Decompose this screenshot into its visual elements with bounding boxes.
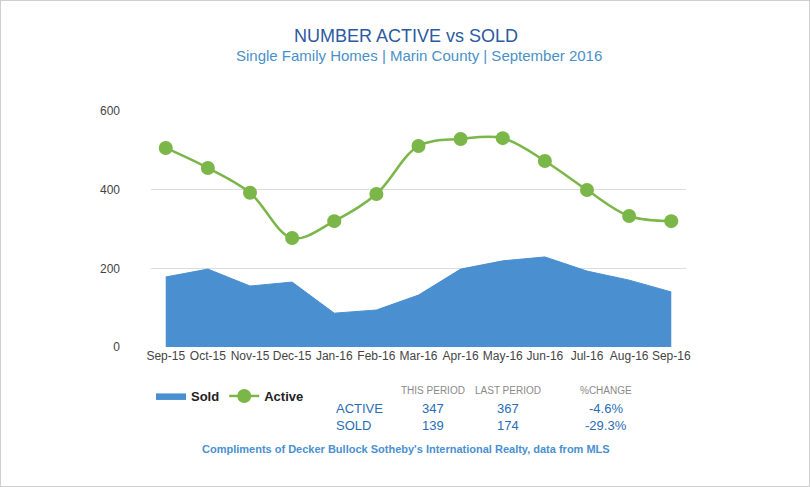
svg-text:Feb-16: Feb-16	[357, 349, 395, 363]
svg-text:Aug-16: Aug-16	[610, 349, 649, 363]
svg-text:Active: Active	[264, 389, 303, 404]
svg-text:Mar-16: Mar-16	[399, 349, 437, 363]
svg-text:Dec-15: Dec-15	[273, 349, 312, 363]
svg-text:Sold: Sold	[191, 389, 219, 404]
svg-text:139: 139	[422, 418, 444, 433]
svg-text:Apr-16: Apr-16	[443, 349, 479, 363]
svg-text:Sep-16: Sep-16	[652, 349, 691, 363]
svg-text:May-16: May-16	[483, 349, 523, 363]
svg-text:Nov-15: Nov-15	[231, 349, 270, 363]
svg-text:LAST PERIOD: LAST PERIOD	[475, 385, 541, 396]
svg-text:Compliments of Decker Bullock: Compliments of Decker Bullock Sotheby's …	[202, 443, 610, 455]
svg-text:NUMBER ACTIVE vs SOLD: NUMBER ACTIVE vs SOLD	[294, 26, 518, 46]
svg-text:174: 174	[497, 418, 519, 433]
svg-text:600: 600	[100, 104, 120, 118]
svg-text:Jun-16: Jun-16	[527, 349, 564, 363]
svg-text:347: 347	[422, 401, 444, 416]
svg-text:Jul-16: Jul-16	[571, 349, 604, 363]
svg-text:0: 0	[113, 340, 120, 354]
svg-text:Sep-15: Sep-15	[146, 349, 185, 363]
svg-text:-4.6%: -4.6%	[589, 401, 623, 416]
svg-text:%CHANGE: %CHANGE	[580, 385, 632, 396]
svg-text:Single Family Homes | Marin Co: Single Family Homes | Marin County | Sep…	[236, 47, 602, 64]
svg-text:SOLD: SOLD	[336, 418, 371, 433]
svg-text:-29.3%: -29.3%	[585, 418, 627, 433]
svg-text:Oct-15: Oct-15	[190, 349, 226, 363]
svg-text:Jan-16: Jan-16	[316, 349, 353, 363]
svg-text:400: 400	[100, 183, 120, 197]
svg-text:THIS PERIOD: THIS PERIOD	[401, 385, 465, 396]
svg-text:367: 367	[497, 401, 519, 416]
svg-text:200: 200	[100, 262, 120, 276]
svg-text:ACTIVE: ACTIVE	[336, 401, 383, 416]
